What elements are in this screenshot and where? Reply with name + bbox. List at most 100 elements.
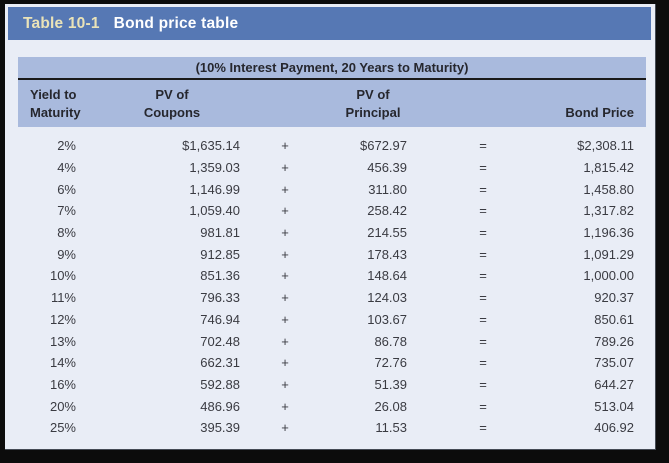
plus-sign: + <box>281 398 289 414</box>
table-row: 9% 912.85 +178.43 = 1,091.29 <box>18 243 646 265</box>
table-header: (10% Interest Payment, 20 Years to Matur… <box>18 57 646 127</box>
plus-sign: + <box>281 420 289 436</box>
table-title: Bond price table <box>113 14 239 32</box>
yield-to-maturity-cell: 9% <box>57 246 76 262</box>
pv-of-principal-cell: 72.76 <box>374 355 407 371</box>
plus-sign: + <box>281 355 289 371</box>
table-row: 14% 662.31 +72.76 = 735.07 <box>18 352 646 374</box>
equals-sign: = <box>479 181 487 197</box>
table-row: 8% 981.81 +214.55 = 1,196.36 <box>18 222 646 244</box>
pv-of-coupons-cell: 702.48 <box>200 333 240 349</box>
yield-to-maturity-cell: 25% <box>49 420 76 436</box>
table-row: 13% 702.48 +86.78 = 789.26 <box>18 330 646 352</box>
equals-sign: = <box>479 203 487 219</box>
pv-of-coupons-cell: 1,359.03 <box>189 160 240 176</box>
yield-to-maturity-cell: 7% <box>57 203 76 219</box>
pv-of-coupons-cell: $1,635.14 <box>182 138 240 154</box>
bond-price-cell: 920.37 <box>594 290 634 306</box>
pv-of-coupons-cell: 912.85 <box>200 246 240 262</box>
column-header-pv-of-coupons: PV of Coupons <box>143 87 201 120</box>
plus-sign: + <box>281 290 289 306</box>
table-row: 10% 851.36 +148.64 = 1,000.00 <box>18 265 646 287</box>
plus-sign: + <box>281 181 289 197</box>
bond-price-cell: 1,091.29 <box>583 246 634 262</box>
plus-sign: + <box>281 311 289 327</box>
pv-of-coupons-cell: 851.36 <box>200 268 240 284</box>
bond-price-cell: 735.07 <box>594 355 634 371</box>
bond-price-cell: 406.92 <box>594 420 634 436</box>
table-row: 6% 1,146.99 +311.80 = 1,458.80 <box>18 178 646 200</box>
pv-of-principal-cell: 51.39 <box>374 376 407 392</box>
plus-sign: + <box>281 246 289 262</box>
pv-of-coupons-cell: 1,059.40 <box>189 203 240 219</box>
table-row: 11% 796.33 +124.03 = 920.37 <box>18 287 646 309</box>
plus-sign: + <box>281 138 289 154</box>
yield-to-maturity-cell: 2% <box>57 138 76 154</box>
yield-to-maturity-cell: 13% <box>49 333 76 349</box>
pv-of-coupons-cell: 486.96 <box>200 398 240 414</box>
equals-sign: = <box>479 160 487 176</box>
equals-sign: = <box>479 138 487 154</box>
pv-of-principal-cell: 456.39 <box>367 160 407 176</box>
page: Table 10-1 Bond price table (10% Interes… <box>5 4 656 450</box>
table-row: 7% 1,059.40 +258.42 = 1,317.82 <box>18 200 646 222</box>
table-row: 25% 395.39 +11.53 = 406.92 <box>18 417 646 439</box>
table-row: 16% 592.88 +51.39 = 644.27 <box>18 374 646 396</box>
bond-price-cell: 1,317.82 <box>583 203 634 219</box>
yield-to-maturity-cell: 4% <box>57 160 76 176</box>
plus-sign: + <box>281 225 289 241</box>
pv-of-principal-cell: 103.67 <box>367 311 407 327</box>
table-body: 2% $1,635.14 + $672.97 = $2,308.11 4% 1,359.03 +… <box>18 135 646 439</box>
plus-sign: + <box>281 333 289 349</box>
yield-to-maturity-cell: 16% <box>49 376 76 392</box>
yield-to-maturity-cell: 14% <box>49 355 76 371</box>
pv-of-coupons-cell: 796.33 <box>200 290 240 306</box>
bond-price-cell: 1,815.42 <box>583 160 634 176</box>
equals-sign: = <box>479 268 487 284</box>
bond-price-cell: 1,196.36 <box>583 225 634 241</box>
pv-of-principal-cell: 26.08 <box>374 398 407 414</box>
pv-of-coupons-cell: 981.81 <box>200 225 240 241</box>
yield-to-maturity-cell: 10% <box>49 268 76 284</box>
pv-of-principal-cell: 258.42 <box>367 203 407 219</box>
pv-of-coupons-cell: 662.31 <box>200 355 240 371</box>
bond-price-cell: 1,000.00 <box>583 268 634 284</box>
plus-sign: + <box>281 203 289 219</box>
equals-sign: = <box>479 376 487 392</box>
equals-sign: = <box>479 333 487 349</box>
table-row: 4% 1,359.03 +456.39 = 1,815.42 <box>18 157 646 179</box>
pv-of-coupons-cell: 592.88 <box>200 376 240 392</box>
equals-sign: = <box>479 225 487 241</box>
plus-sign: + <box>281 376 289 392</box>
bond-price-cell: 1,458.80 <box>583 181 634 197</box>
pv-of-principal-cell: 178.43 <box>367 246 407 262</box>
header-divider <box>18 78 646 80</box>
equals-sign: = <box>479 246 487 262</box>
bond-price-cell: 850.61 <box>594 311 634 327</box>
equals-sign: = <box>479 398 487 414</box>
column-header-yield-to-maturity: Yield to Maturity <box>30 87 81 120</box>
bond-price-cell: $2,308.11 <box>577 138 634 154</box>
yield-to-maturity-cell: 6% <box>57 181 76 197</box>
pv-of-principal-cell: 148.64 <box>367 268 407 284</box>
yield-to-maturity-cell: 11% <box>50 290 76 306</box>
equals-sign: = <box>479 355 487 371</box>
table-row: 2% $1,635.14 + $672.97 = $2,308.11 <box>18 135 646 157</box>
column-header-bond-price: Bond Price <box>565 105 634 120</box>
pv-of-principal-cell: 86.78 <box>374 333 407 349</box>
table-subtitle: (10% Interest Payment, 20 Years to Matur… <box>195 60 469 75</box>
equals-sign: = <box>479 311 487 327</box>
table-number-label: Table 10-1 <box>23 14 100 32</box>
yield-to-maturity-cell: 12% <box>49 311 76 327</box>
equals-sign: = <box>479 290 487 306</box>
yield-to-maturity-cell: 8% <box>57 225 76 241</box>
plus-sign: + <box>281 160 289 176</box>
bond-price-cell: 789.26 <box>594 333 634 349</box>
pv-of-principal-cell: 124.03 <box>367 290 407 306</box>
bond-price-cell: 644.27 <box>594 376 634 392</box>
pv-of-coupons-cell: 395.39 <box>200 420 240 436</box>
table-row: 20% 486.96 +26.08 = 513.04 <box>18 395 646 417</box>
equals-sign: = <box>479 420 487 436</box>
pv-of-principal-cell: 11.53 <box>375 420 407 436</box>
pv-of-principal-cell: $672.97 <box>360 138 407 154</box>
